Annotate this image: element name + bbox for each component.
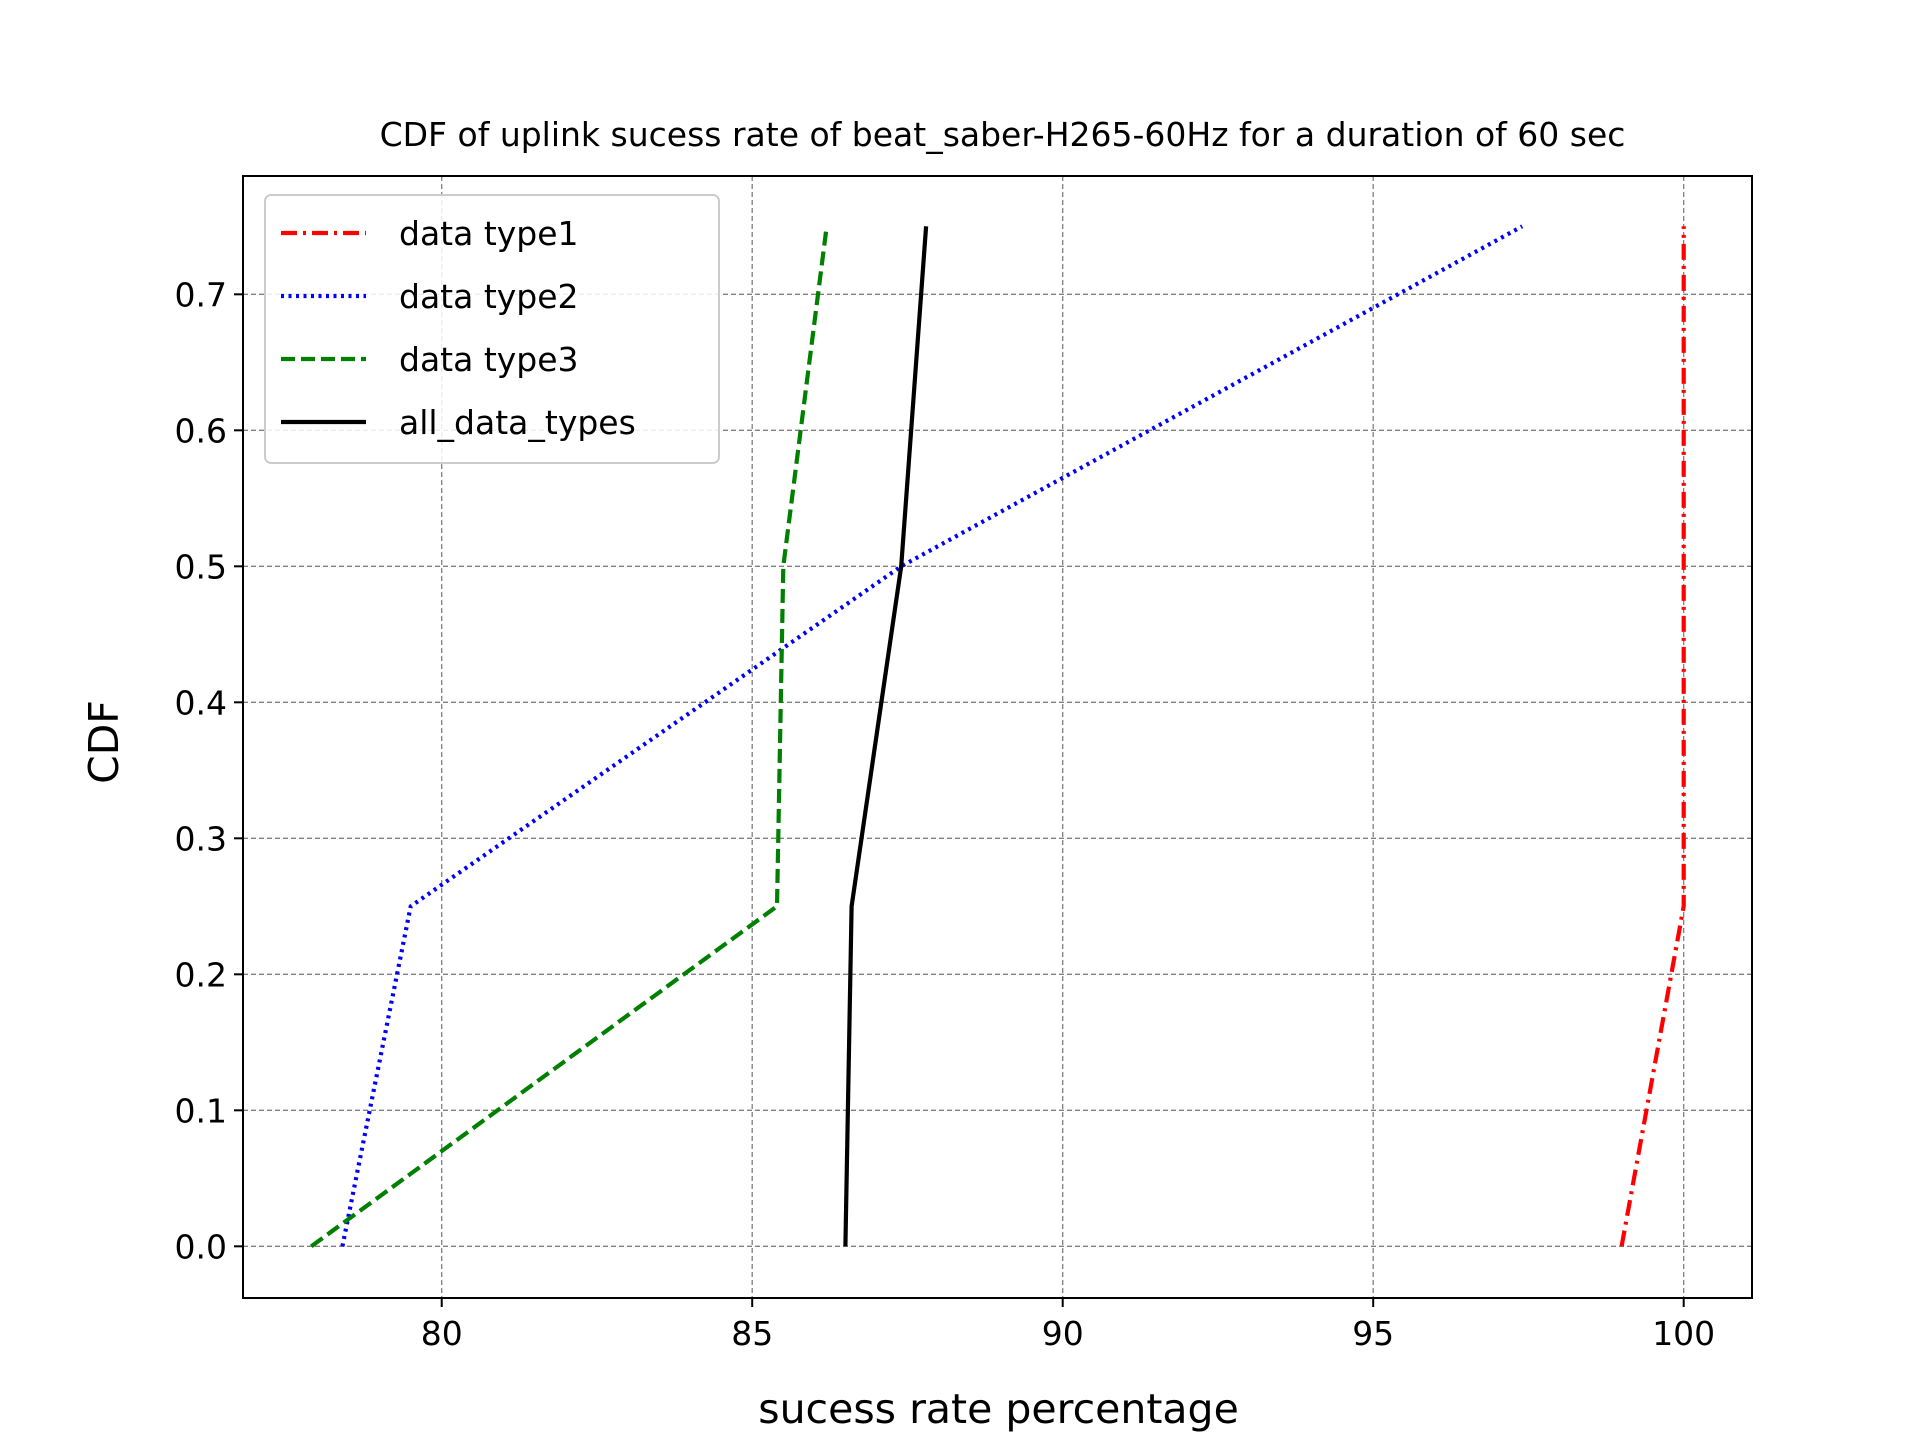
series-line-data-type2 bbox=[340, 224, 1524, 1247]
x-tick-label: 90 bbox=[1042, 1314, 1084, 1353]
y-tick-label: 0.5 bbox=[175, 547, 227, 586]
y-tick-label: 0.2 bbox=[175, 955, 227, 994]
y-axis-label: CDF bbox=[80, 700, 128, 784]
legend-label: data type3 bbox=[399, 340, 579, 379]
x-tick-label: 95 bbox=[1352, 1314, 1394, 1353]
legend-box bbox=[264, 194, 720, 464]
legend-label: data type1 bbox=[399, 214, 579, 253]
y-tick-label: 0.3 bbox=[175, 819, 227, 858]
x-tick-label: 100 bbox=[1652, 1314, 1715, 1353]
y-tick-label: 0.6 bbox=[175, 411, 227, 450]
x-axis-label: sucess rate percentage bbox=[758, 1385, 1239, 1433]
legend: data type1 data type2 data type3 all_data_t… bbox=[264, 194, 720, 464]
chart-title: CDF of uplink sucess rate of beat_saber-… bbox=[380, 115, 1626, 154]
y-tick-label: 0.7 bbox=[175, 275, 227, 314]
y-tick-label: 0.4 bbox=[175, 683, 227, 722]
x-tick-label: 85 bbox=[731, 1314, 773, 1353]
axis-ticks: 80 85 90 95 100 0.0 0.1 0.2 0.3 0.4 0.5 0.6 0.7 bbox=[175, 275, 1716, 1353]
legend-label: data type2 bbox=[399, 277, 579, 316]
y-tick-label: 0.0 bbox=[175, 1227, 227, 1266]
x-tick-label: 80 bbox=[421, 1314, 463, 1353]
legend-label: all_data_types bbox=[399, 403, 636, 442]
series-line-all-data-types bbox=[843, 226, 929, 1247]
plot-lines bbox=[310, 224, 1686, 1248]
y-tick-label: 0.1 bbox=[175, 1091, 227, 1130]
series-line-data-type3 bbox=[310, 226, 829, 1248]
plot-frame bbox=[242, 175, 1753, 1299]
